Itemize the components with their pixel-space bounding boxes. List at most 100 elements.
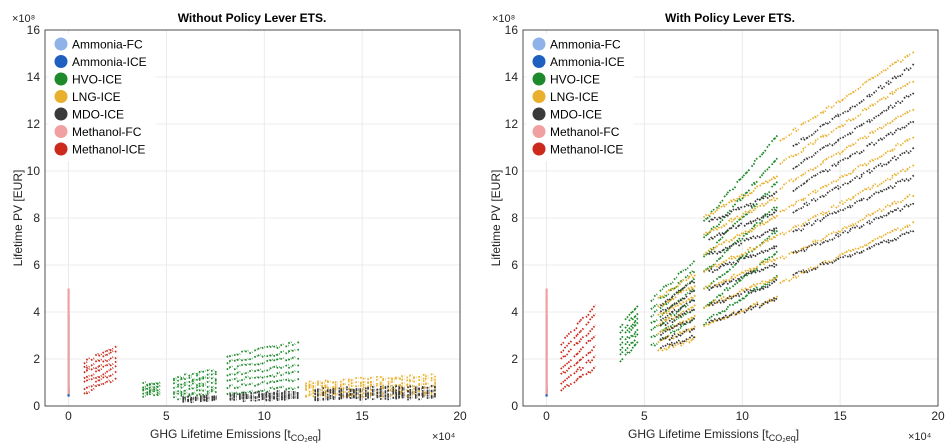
data-point [631, 315, 637, 321]
data-point [911, 173, 916, 178]
data-point [885, 80, 890, 85]
data-point [723, 193, 728, 198]
x-tick-labels: 0 5 10 15 20 [65, 409, 467, 423]
data-point [573, 327, 578, 332]
data-point [280, 385, 284, 389]
data-point [669, 323, 674, 328]
data-point [734, 240, 740, 245]
data-point [894, 156, 900, 161]
x-tick-label: 5 [163, 409, 170, 423]
data-point [85, 365, 90, 370]
data-point [631, 308, 637, 313]
data-point [887, 159, 892, 164]
data-point [773, 175, 779, 180]
data-point [624, 315, 629, 321]
data-point [837, 208, 842, 213]
data-point [671, 325, 676, 330]
data-point [702, 217, 708, 222]
x-axis-label-main: GHG Lifetime Emissions [t [150, 427, 291, 441]
data-point [795, 141, 800, 146]
data-point [715, 226, 721, 231]
data-point [679, 313, 684, 318]
data-point [738, 288, 743, 293]
data-point [214, 390, 218, 394]
data-point [743, 222, 748, 227]
x-axis-label-main: GHG Lifetime Emissions [t [628, 427, 769, 441]
data-point [675, 289, 680, 294]
data-point [661, 294, 666, 299]
data-point [792, 143, 797, 148]
data-point [180, 377, 184, 381]
data-point [287, 386, 292, 390]
data-point [563, 362, 569, 367]
data-point [653, 324, 658, 329]
data-point [912, 80, 916, 84]
data-point [287, 365, 292, 369]
data-point [770, 227, 776, 232]
data-point [228, 383, 233, 387]
data-point [861, 107, 866, 112]
data-point [685, 338, 690, 343]
data-point [899, 73, 904, 78]
data-point [198, 382, 203, 385]
data-point [668, 304, 673, 310]
data-point [702, 268, 708, 274]
data-point [276, 365, 281, 369]
data-point [226, 386, 231, 390]
data-point [766, 247, 771, 253]
data-point [659, 288, 664, 292]
data-point [899, 227, 904, 232]
data-point [734, 215, 739, 220]
data-point [688, 327, 693, 332]
data-point [773, 134, 779, 140]
data-point [214, 379, 218, 382]
data-point [762, 282, 767, 288]
data-point [885, 238, 890, 243]
y-tick-label: 6 [511, 258, 518, 272]
data-point [841, 182, 847, 187]
data-point [650, 320, 655, 324]
data-point [177, 397, 181, 401]
data-point [233, 372, 238, 376]
data-point [739, 197, 744, 202]
data-point [257, 362, 262, 366]
data-point [683, 320, 688, 326]
data-point [720, 224, 725, 229]
data-point [773, 209, 778, 214]
data-point [730, 198, 735, 203]
data-point [903, 124, 908, 129]
data-point [266, 381, 271, 385]
data-point [730, 255, 735, 261]
data-point [719, 299, 724, 304]
data-point [852, 222, 857, 227]
data-point [240, 349, 245, 353]
data-point [826, 190, 831, 194]
data-point [770, 258, 775, 263]
data-point [877, 162, 882, 167]
data-point [240, 363, 245, 367]
data-point [291, 348, 296, 352]
data-point [819, 123, 824, 128]
data-point [285, 387, 289, 391]
data-point [837, 233, 842, 238]
data-point [692, 259, 696, 263]
data-point [592, 365, 597, 370]
data-point [738, 215, 743, 220]
data-point [240, 382, 245, 386]
data-point [653, 303, 658, 308]
data-point [285, 358, 289, 362]
data-point [691, 325, 696, 330]
data-point [736, 237, 741, 242]
data-point [841, 110, 847, 115]
data-point [719, 283, 724, 288]
data-point [743, 288, 748, 294]
data-point [766, 210, 771, 216]
data-point [269, 379, 274, 383]
data-point [619, 323, 624, 329]
data-point [857, 246, 862, 250]
data-point [894, 127, 900, 132]
data-point [830, 104, 835, 109]
data-point [261, 380, 266, 384]
data-point [766, 278, 771, 284]
data-point [737, 292, 743, 298]
